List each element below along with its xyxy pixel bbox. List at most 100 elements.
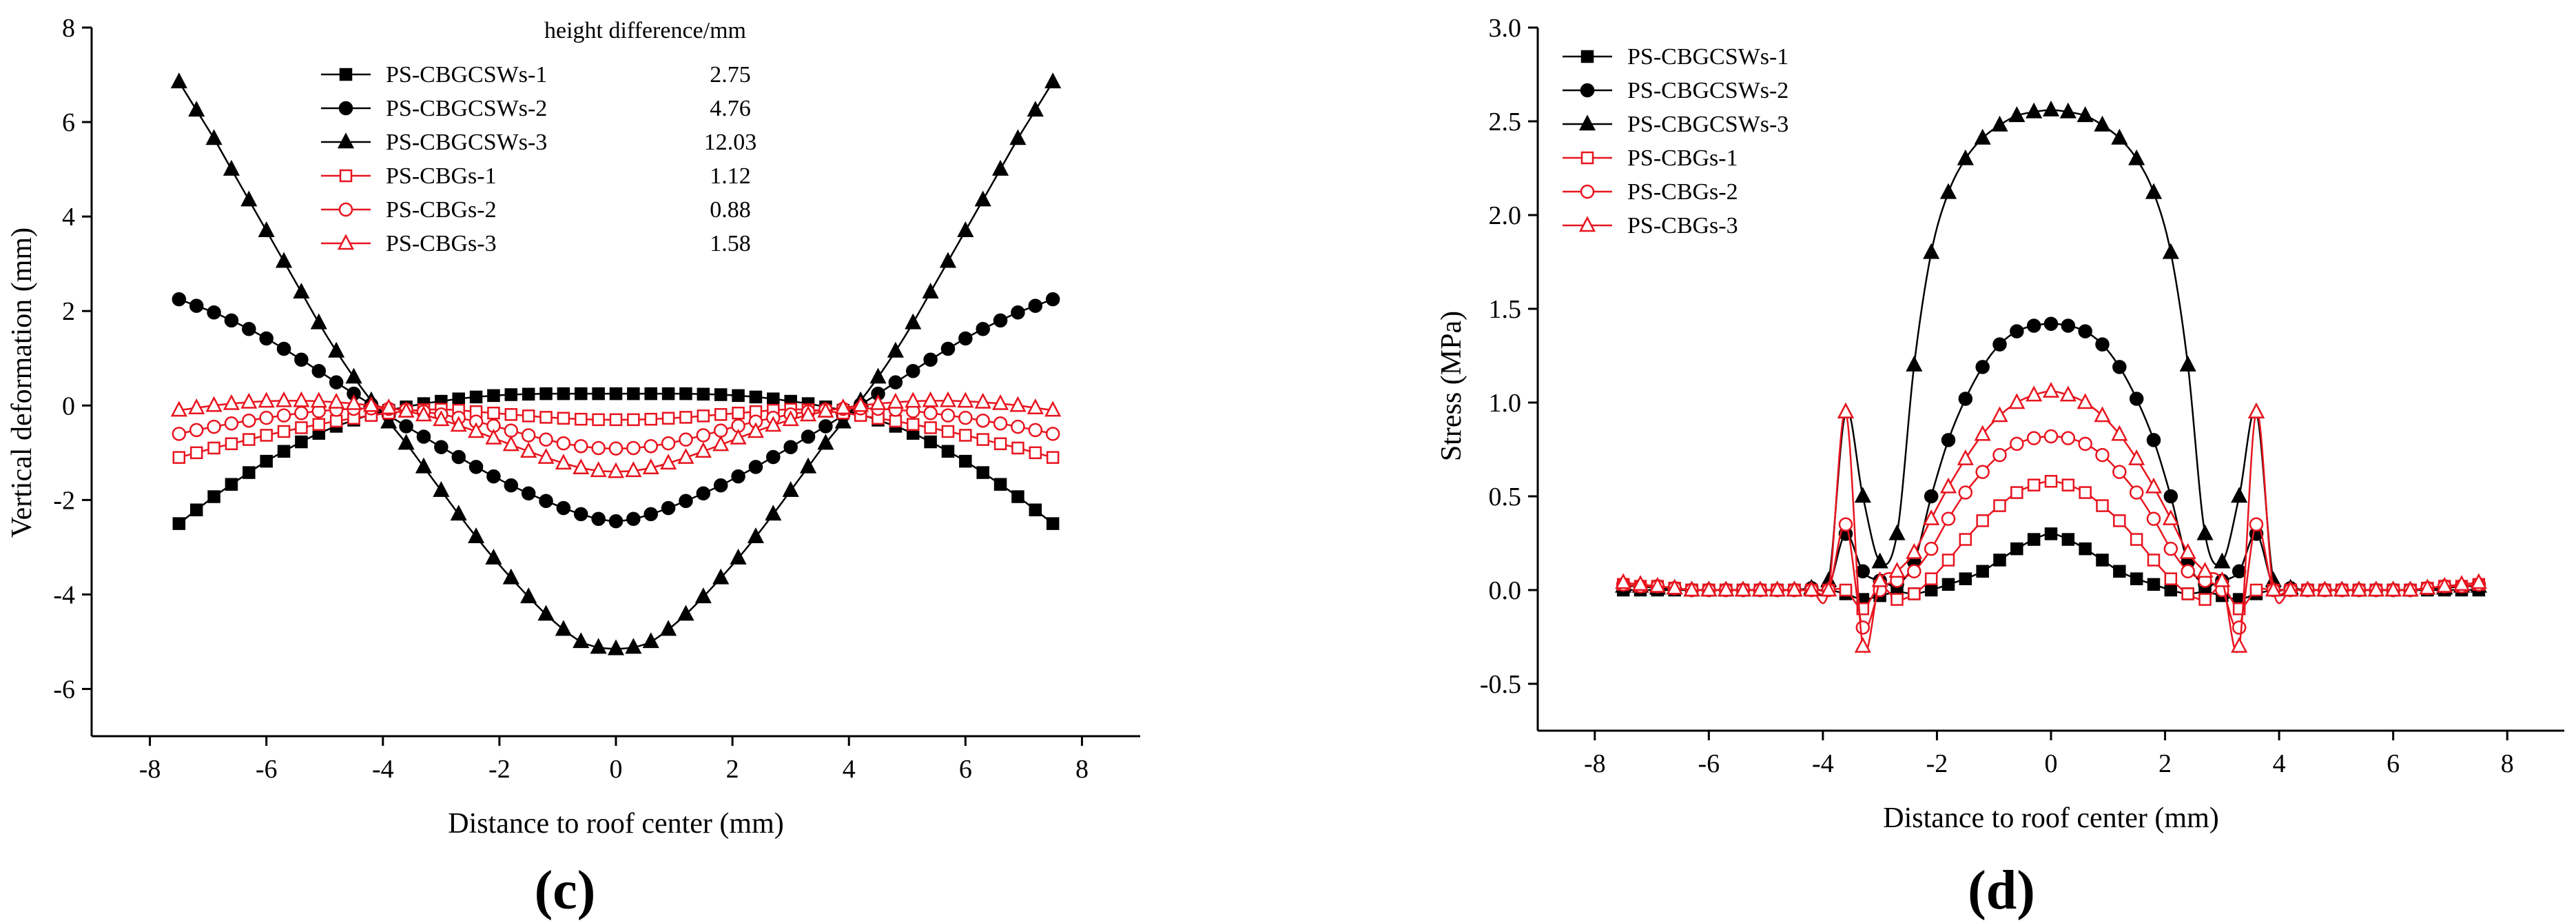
data-point-PS-CBGs-3 xyxy=(1974,425,1991,441)
data-point-PS-CBGs-1 xyxy=(2027,478,2041,491)
data-point-PS-CBGCSWs-2 xyxy=(661,500,676,516)
series-line-PS-CBGCSWs-2 xyxy=(178,298,1053,523)
data-point-PS-CBGCSWs-2 xyxy=(2095,337,2110,352)
data-point-PS-CBGs-3 xyxy=(2094,406,2111,423)
data-point-PS-CBGCSWs-2 xyxy=(1992,337,2007,352)
data-point-PS-CBGCSWs-3 xyxy=(1974,128,1991,145)
data-point-PS-CBGCSWs-3 xyxy=(450,505,467,521)
data-point-PS-CBGCSWs-2 xyxy=(2078,324,2092,338)
data-point-PS-CBGs-1 xyxy=(1011,441,1024,455)
y-tick-label: 0.5 xyxy=(1489,483,1522,511)
data-point-PS-CBGs-2 xyxy=(940,408,956,423)
data-point-PS-CBGs-1 xyxy=(189,446,203,460)
data-point-PS-CBGs-3 xyxy=(1666,578,1683,595)
data-point-PS-CBGs-3 xyxy=(258,392,275,408)
y-tick-label: 3.0 xyxy=(1489,14,1522,43)
x-tick-label: 4 xyxy=(2273,749,2286,778)
data-point-PS-CBGCSWs-3 xyxy=(2026,102,2043,119)
data-point-PS-CBGCSWs-2 xyxy=(294,352,309,367)
data-point-PS-CBGCSWs-3 xyxy=(642,632,659,649)
data-point-PS-CBGs-3 xyxy=(590,461,607,478)
data-point-PS-CBGs-1 xyxy=(661,412,675,425)
legend-label: PS-CBGCSWs-2 xyxy=(386,96,547,121)
data-point-PS-CBGCSWs-3 xyxy=(1888,524,1906,540)
data-point-PS-CBGs-2 xyxy=(1975,465,1990,479)
data-point-PS-CBGs-1 xyxy=(732,406,745,420)
data-point-PS-CBGCSWs-3 xyxy=(205,129,223,145)
data-point-PS-CBGCSWs-3 xyxy=(310,313,327,329)
series-line-PS-CBGCSWs-3 xyxy=(1623,109,2479,597)
x-tick-label: 8 xyxy=(2501,749,2514,778)
data-point-PS-CBGCSWs-1 xyxy=(504,388,518,401)
data-point-PS-CBGs-3 xyxy=(467,422,485,438)
data-point-PS-CBGCSWs-1 xyxy=(2027,533,2041,546)
data-point-PS-CBGs-3 xyxy=(2436,576,2453,593)
panel-label: (c) xyxy=(535,860,596,921)
data-point-PS-CBGs-2 xyxy=(224,416,239,431)
data-point-PS-CBGCSWs-2 xyxy=(486,469,501,484)
data-point-PS-CBGCSWs-3 xyxy=(607,639,625,656)
legend-label: PS-CBGs-3 xyxy=(1627,213,1738,239)
data-point-PS-CBGs-3 xyxy=(660,454,677,470)
data-point-PS-CBGCSWs-3 xyxy=(170,72,187,89)
data-point-PS-CBGCSWs-1 xyxy=(714,388,728,401)
chart-d: -8 -6 -4 -2 0 2 4 6 8 -0.5 0.0 0.5 1.0 1.5 2.0 2.5 3.0 Di… xyxy=(1436,14,2564,921)
data-point-PS-CBGCSWs-3 xyxy=(887,341,904,358)
y-axis-label: Vertical deformation (mm) xyxy=(6,227,38,538)
data-point-PS-CBGs-3 xyxy=(765,416,782,432)
data-point-PS-CBGCSWs-2 xyxy=(539,494,553,508)
data-point-PS-CBGs-2 xyxy=(172,427,187,441)
data-point-PS-CBGs-3 xyxy=(2453,575,2471,591)
data-point-PS-CBGs-1 xyxy=(504,408,518,421)
data-point-PS-CBGs-3 xyxy=(2231,636,2248,653)
y-tick-label: -6 xyxy=(53,675,75,704)
data-point-PS-CBGs-2 xyxy=(2095,447,2110,463)
data-point-PS-CBGs-2 xyxy=(1045,427,1060,441)
legend-value: 12.03 xyxy=(704,130,757,155)
data-point-PS-CBGCSWs-3 xyxy=(2196,524,2214,540)
data-point-PS-CBGCSWs-1 xyxy=(976,466,989,479)
data-point-PS-CBGCSWs-1 xyxy=(189,503,203,516)
data-point-PS-CBGs-3 xyxy=(2128,449,2145,465)
data-point-PS-CBGCSWs-2 xyxy=(2163,489,2178,504)
data-point-PS-CBGs-1 xyxy=(976,433,989,446)
data-point-PS-CBGCSWs-2 xyxy=(2061,318,2076,333)
x-tick-label: 2 xyxy=(2158,749,2172,778)
data-point-PS-CBGs-3 xyxy=(1751,580,1769,597)
data-point-PS-CBGCSWs-3 xyxy=(974,190,991,207)
data-point-PS-CBGCSWs-3 xyxy=(2128,149,2145,165)
data-point-PS-CBGCSWs-2 xyxy=(679,494,693,508)
data-point-PS-CBGs-2 xyxy=(696,428,711,443)
data-point-PS-CBGs-3 xyxy=(2367,580,2384,597)
data-point-PS-CBGCSWs-3 xyxy=(433,480,450,497)
data-point-PS-CBGCSWs-3 xyxy=(293,283,310,299)
data-point-PS-CBGs-2 xyxy=(661,436,676,451)
data-point-PS-CBGCSWs-3 xyxy=(2231,487,2248,503)
data-point-PS-CBGs-3 xyxy=(922,391,939,407)
legend-value: 1.12 xyxy=(710,163,751,189)
data-point-PS-CBGCSWs-3 xyxy=(502,568,519,585)
data-point-PS-CBGCSWs-3 xyxy=(2162,243,2179,259)
data-point-PS-CBGs-3 xyxy=(310,392,327,408)
data-point-PS-CBGs-3 xyxy=(2077,393,2094,409)
data-point-PS-CBGCSWs-2 xyxy=(224,313,239,328)
data-point-PS-CBGs-2 xyxy=(2010,436,2024,452)
data-point-PS-CBGs-1 xyxy=(2113,514,2126,527)
data-point-PS-CBGs-3 xyxy=(2470,573,2487,589)
data-point-PS-CBGs-2 xyxy=(521,428,536,443)
data-point-PS-CBGs-1 xyxy=(906,418,920,431)
data-point-PS-CBGCSWs-3 xyxy=(415,457,433,474)
data-point-PS-CBGs-1 xyxy=(679,411,692,424)
data-point-PS-CBGCSWs-1 xyxy=(2130,572,2143,585)
data-point-PS-CBGs-3 xyxy=(677,447,694,464)
legend-marker xyxy=(1580,151,1594,165)
data-point-PS-CBGs-2 xyxy=(608,441,624,456)
data-point-PS-CBGs-3 xyxy=(188,398,205,414)
legend-label: PS-CBGCSWs-1 xyxy=(1627,44,1789,70)
data-point-PS-CBGCSWs-3 xyxy=(485,548,502,565)
data-point-PS-CBGs-3 xyxy=(1906,542,1923,559)
data-point-PS-CBGs-3 xyxy=(1923,509,1940,525)
data-point-PS-CBGCSWs-2 xyxy=(626,511,641,526)
data-point-PS-CBGs-3 xyxy=(2214,571,2231,587)
data-point-PS-CBGCSWs-3 xyxy=(537,605,555,621)
